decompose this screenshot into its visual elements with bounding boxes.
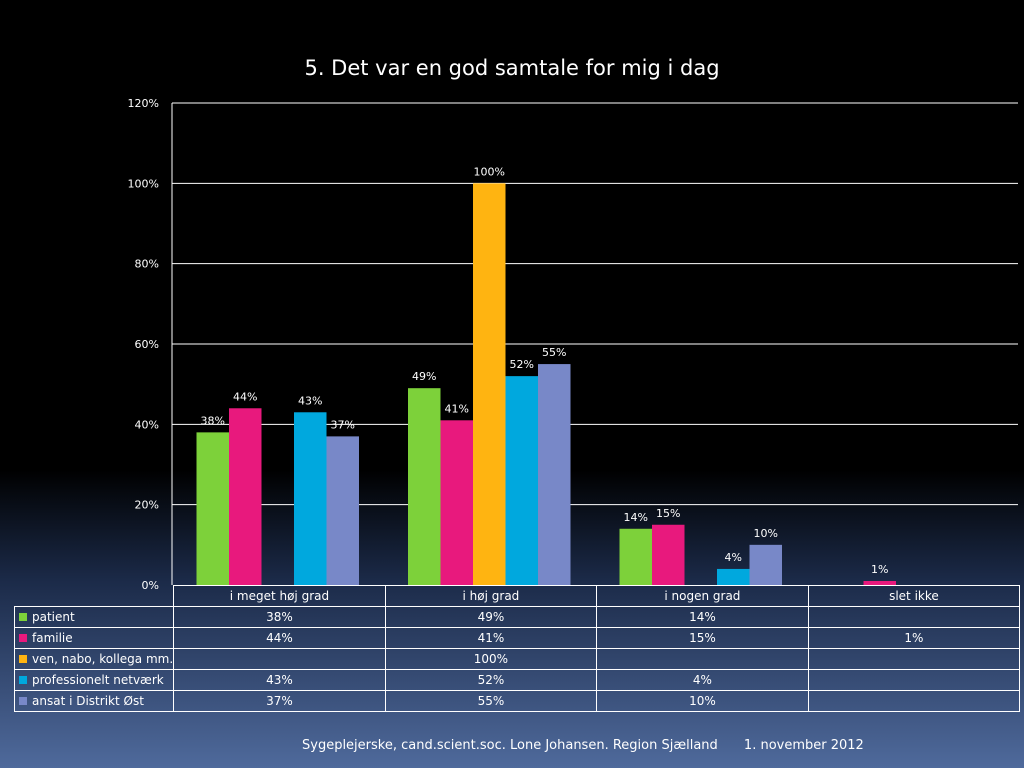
bar <box>749 544 782 585</box>
data-label: 41% <box>445 402 469 415</box>
chart-title: 5. Det var en god samtale for mig i dag <box>304 56 720 80</box>
footer-date: 1. november 2012 <box>743 738 864 753</box>
table-cell <box>173 648 386 670</box>
table-cell: 15% <box>596 627 809 649</box>
legend-swatch <box>19 675 27 684</box>
data-label: 10% <box>754 527 778 540</box>
table-row: patient 38% 49% 14% <box>13 606 1021 628</box>
legend-swatch <box>19 696 27 705</box>
bar <box>863 580 896 585</box>
y-tick-label: 60% <box>135 338 159 351</box>
bar <box>538 364 571 585</box>
table-cell: 38% <box>173 606 386 628</box>
series-name: ansat i Distrikt Øst <box>32 694 144 708</box>
table-cell <box>807 606 1021 628</box>
table-row: ven, nabo, kollega mm. 100% <box>13 648 1021 670</box>
category-label: i høj grad <box>384 585 598 607</box>
y-axis-ticks: 0%20%40%60%80%100%120% <box>128 97 159 592</box>
bar <box>440 420 473 585</box>
series-name: professionelt netværk <box>32 673 164 687</box>
table-cell: 1% <box>807 627 1021 649</box>
data-label: 44% <box>233 390 257 403</box>
series-name: ven, nabo, kollega mm. <box>32 652 174 666</box>
bar <box>196 432 229 585</box>
table-cell: 41% <box>384 627 598 649</box>
data-label: 37% <box>331 418 355 431</box>
category-label: i meget høj grad <box>173 585 386 607</box>
table-cell: 52% <box>384 669 598 691</box>
bar <box>652 524 685 585</box>
table-cell: 100% <box>384 648 598 670</box>
data-label: 55% <box>542 346 566 359</box>
data-labels: 38% 44% 43% 37% 49% 41% 100% 52% 55% 14% 15% 4% 10% 1… <box>201 165 889 576</box>
table-cell: 37% <box>173 690 386 712</box>
table-row: ansat i Distrikt Øst 37% 55% 10% <box>13 690 1021 712</box>
bar <box>229 408 262 585</box>
y-tick-label: 80% <box>135 258 159 271</box>
category-label: i nogen grad <box>596 585 809 607</box>
table-corner <box>14 585 175 607</box>
legend-swatch <box>19 633 27 642</box>
y-tick-label: 100% <box>128 177 159 190</box>
table-header-row: i meget høj grad i høj grad i nogen grad sl… <box>14 585 1021 607</box>
table-cell <box>807 669 1021 691</box>
bar-chart: 38% 44% 43% 37% 49% 41% 100% 52% 55% 14% 15% 4% 10% 1… <box>128 97 896 592</box>
data-label: 15% <box>656 507 680 520</box>
category-label: slet ikke <box>807 585 1021 607</box>
legend-entry: patient <box>13 606 175 628</box>
table-cell: 55% <box>384 690 598 712</box>
legend-entry: familie <box>13 627 175 649</box>
table-cell: 10% <box>596 690 809 712</box>
bar <box>619 528 652 585</box>
legend-entry: ven, nabo, kollega mm. <box>13 648 175 670</box>
bar <box>505 376 538 585</box>
legend-swatch <box>19 612 27 621</box>
legend-swatch <box>19 654 27 663</box>
data-label: 52% <box>510 358 534 371</box>
data-label: 100% <box>474 165 505 178</box>
bars <box>196 183 896 586</box>
table-cell <box>807 690 1021 712</box>
table-cell: 4% <box>596 669 809 691</box>
data-label: 14% <box>624 511 648 524</box>
data-label: 43% <box>298 394 322 407</box>
table-cell <box>596 648 809 670</box>
footer: Sygeplejerske, cand.scient.soc. Lone Joh… <box>302 738 864 753</box>
data-label: 1% <box>871 563 888 576</box>
data-table: i meget høj grad i høj grad i nogen grad sl… <box>13 585 1021 712</box>
data-label: 49% <box>412 370 436 383</box>
bar <box>326 436 359 585</box>
legend-entry: professionelt netværk <box>13 669 175 691</box>
table-cell: 43% <box>173 669 386 691</box>
table-cell: 44% <box>173 627 386 649</box>
bar <box>408 388 441 585</box>
table-cell <box>807 648 1021 670</box>
table-cell: 14% <box>596 606 809 628</box>
bar <box>717 568 750 585</box>
table-cell: 49% <box>384 606 598 628</box>
bar <box>473 183 506 586</box>
legend-entry: ansat i Distrikt Øst <box>13 690 175 712</box>
y-tick-label: 20% <box>135 499 159 512</box>
y-tick-label: 40% <box>135 418 159 431</box>
series-name: familie <box>32 631 73 645</box>
table-row: professionelt netværk 43% 52% 4% <box>13 669 1021 691</box>
data-label: 4% <box>725 551 742 564</box>
table-row: familie 44% 41% 15% 1% <box>13 627 1021 649</box>
bar <box>294 412 327 585</box>
data-label: 38% <box>201 414 225 427</box>
series-name: patient <box>32 610 75 624</box>
y-tick-label: 120% <box>128 97 159 110</box>
footer-author: Sygeplejerske, cand.scient.soc. Lone Joh… <box>302 738 718 753</box>
